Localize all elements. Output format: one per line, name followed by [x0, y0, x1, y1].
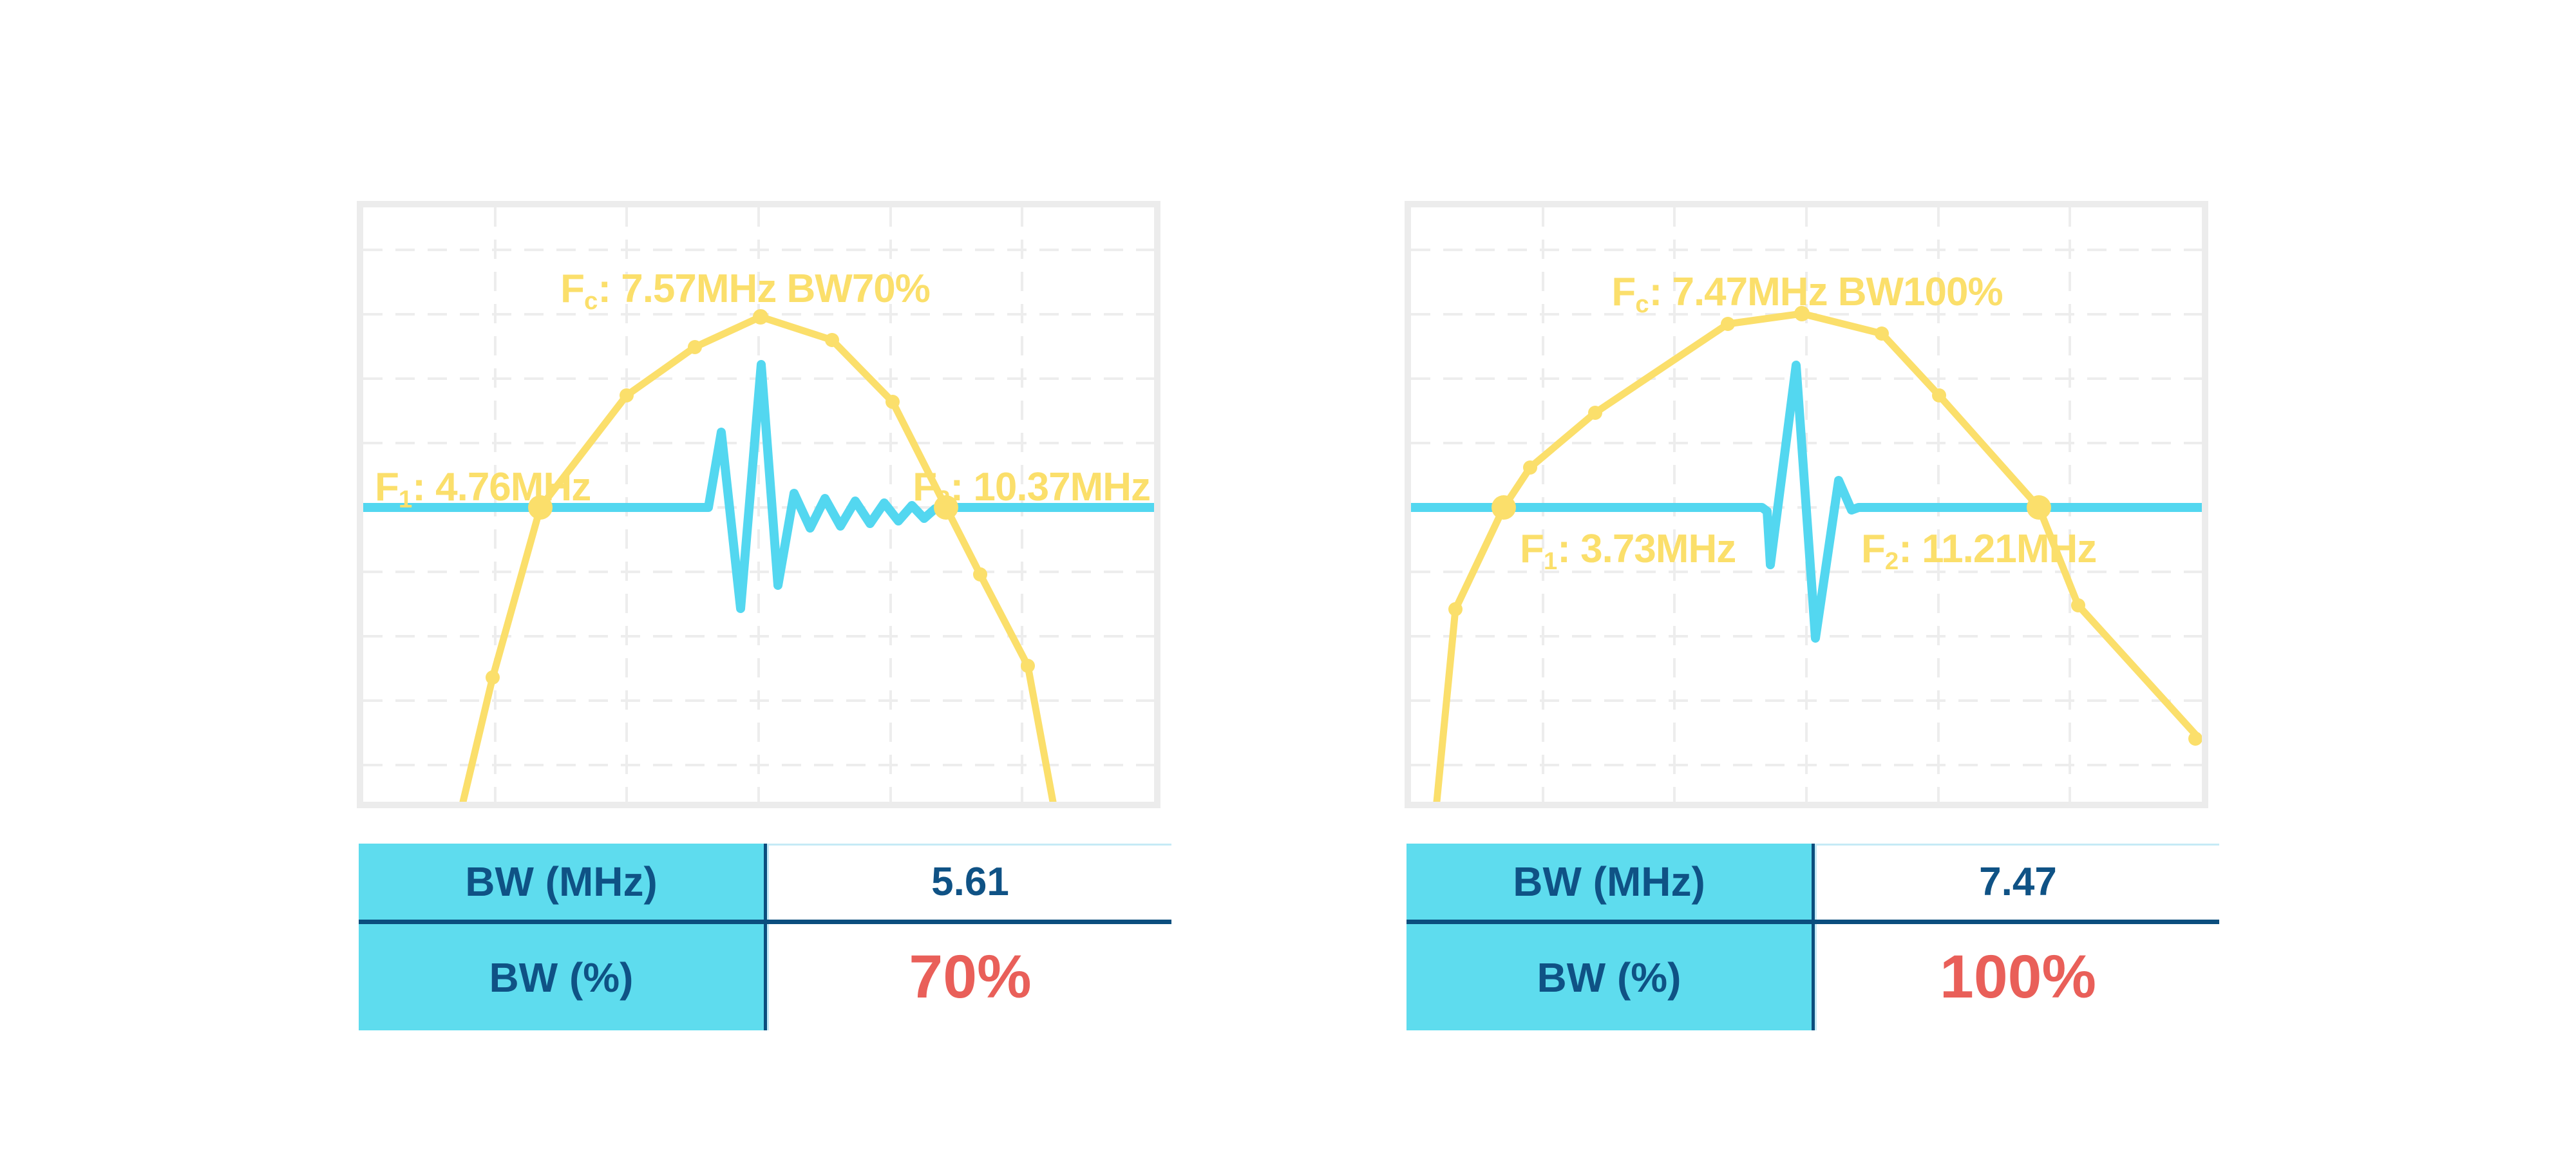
- value-cell-top-border: [769, 844, 1171, 846]
- f2-subscript: 2: [936, 485, 951, 513]
- f1-text: : 4.76MHz: [412, 465, 591, 509]
- f1-annotation-right: F1: 3.73MHz: [1520, 529, 1736, 574]
- f2-text: : 11.21MHz: [1899, 527, 2097, 571]
- spectrum-pulse-plot-right: [1411, 207, 2202, 802]
- fc-symbol: F: [560, 267, 585, 311]
- label-column-background: [359, 844, 764, 1030]
- spectrum-pulse-plot-left: [363, 207, 1154, 802]
- f2-subscript: 2: [1884, 547, 1899, 575]
- bw-pct-value: 70%: [909, 943, 1032, 1011]
- bw-mhz-label: BW (MHz): [1513, 858, 1705, 905]
- column-divider-highlight: [1815, 844, 1817, 1030]
- f2-symbol: F: [913, 465, 937, 509]
- f2-text: : 10.37MHz: [950, 465, 1151, 509]
- bw-pct-label-cell: BW (%): [359, 924, 764, 1030]
- f2-symbol: F: [1861, 527, 1886, 571]
- bw-pct-value: 100%: [1940, 943, 2096, 1011]
- fc-subscript: c: [1635, 290, 1649, 318]
- value-cell-top-border: [1817, 844, 2219, 846]
- row-divider: [1406, 920, 2219, 924]
- bw-table-left: BW (MHz) 5.61 BW (%) 70%: [359, 844, 1171, 1030]
- fc-text: : 7.47MHz BW100%: [1649, 270, 2003, 314]
- bw-mhz-value: 7.47: [1979, 859, 2057, 904]
- fc-symbol: F: [1611, 270, 1636, 314]
- column-divider: [1812, 844, 1815, 1030]
- bw-pct-value-cell: 100%: [1817, 924, 2219, 1030]
- bw-pct-label: BW (%): [1537, 954, 1681, 1001]
- bw-mhz-label-cell: BW (MHz): [1406, 844, 1812, 920]
- bw-pct-value-cell: 70%: [769, 924, 1171, 1030]
- f1-annotation-left: F1: 4.76MHz: [375, 468, 591, 512]
- bw-mhz-label-cell: BW (MHz): [359, 844, 764, 920]
- column-divider-highlight: [767, 844, 769, 1030]
- fc-subscript: c: [583, 287, 598, 315]
- bw-mhz-value: 5.61: [931, 859, 1009, 904]
- bw-mhz-value-cell: 5.61: [769, 844, 1171, 920]
- f1-symbol: F: [375, 465, 399, 509]
- bw-pct-label: BW (%): [489, 954, 634, 1001]
- label-column-background: [1406, 844, 1812, 1030]
- f1-subscript: 1: [398, 485, 413, 513]
- f2-annotation-right: F2: 11.21MHz: [1861, 527, 2097, 575]
- bw-pct-label-cell: BW (%): [1406, 924, 1812, 1030]
- row-divider: [359, 920, 1171, 924]
- bw-table-right: BW (MHz) 7.47 BW (%) 100%: [1406, 844, 2219, 1030]
- fc-annotation-left: Fc: 7.57MHz BW70%: [560, 267, 931, 315]
- bw-mhz-value-cell: 7.47: [1817, 844, 2219, 920]
- bw-mhz-label: BW (MHz): [465, 858, 658, 905]
- chart-panel-100pct: Fc: 7.47MHz BW100% F1: 3.73MHz F2: 11.21…: [1405, 201, 2208, 808]
- fc-annotation-right: Fc: 7.47MHz BW100%: [1611, 270, 2003, 318]
- chart-panel-70pct: Fc: 7.57MHz BW70% F1: 4.76MHz F2: 10.37M…: [357, 201, 1160, 808]
- column-divider: [764, 844, 767, 1030]
- f1-symbol: F: [1520, 527, 1544, 571]
- f1-text: : 3.73MHz: [1557, 527, 1736, 571]
- f1-subscript: 1: [1543, 547, 1558, 575]
- fc-text: : 7.57MHz BW70%: [598, 267, 931, 311]
- f2-annotation-left: F2: 10.37MHz: [913, 465, 1151, 513]
